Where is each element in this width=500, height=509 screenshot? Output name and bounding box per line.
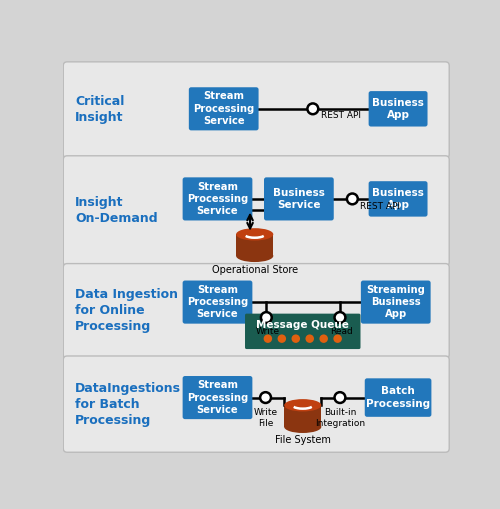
Circle shape [264, 334, 272, 343]
Circle shape [260, 392, 271, 403]
FancyBboxPatch shape [189, 87, 258, 130]
Text: Stream
Processing
Service: Stream Processing Service [187, 285, 248, 320]
FancyBboxPatch shape [64, 62, 449, 158]
Ellipse shape [236, 250, 274, 262]
Circle shape [306, 334, 314, 343]
FancyBboxPatch shape [264, 177, 334, 220]
FancyBboxPatch shape [64, 356, 449, 452]
Circle shape [320, 334, 328, 343]
Text: Business
App: Business App [372, 188, 424, 210]
Ellipse shape [284, 420, 322, 433]
Text: Streaming
Business
App: Streaming Business App [366, 285, 425, 320]
FancyBboxPatch shape [64, 156, 449, 266]
Circle shape [334, 392, 345, 403]
Text: Built-in
Integration: Built-in Integration [315, 408, 365, 428]
FancyBboxPatch shape [182, 376, 252, 419]
Circle shape [292, 334, 300, 343]
Ellipse shape [236, 228, 274, 240]
Text: Critical
Insight: Critical Insight [75, 96, 124, 125]
Bar [236, 234, 274, 256]
Text: Batch
Processing: Batch Processing [366, 386, 430, 409]
FancyBboxPatch shape [365, 378, 432, 417]
Text: Insight
On-Demand: Insight On-Demand [75, 196, 158, 225]
Text: DataIngestions
for Batch
Processing: DataIngestions for Batch Processing [75, 382, 181, 427]
Circle shape [334, 312, 345, 323]
Text: Business
App: Business App [372, 98, 424, 120]
Text: Operational Store: Operational Store [212, 265, 298, 275]
Text: File System: File System [275, 435, 330, 444]
Circle shape [308, 103, 318, 114]
Text: Write
File: Write File [254, 408, 278, 428]
Text: REST API: REST API [322, 111, 362, 120]
Text: REST API: REST API [360, 202, 400, 211]
Bar [284, 405, 322, 427]
FancyBboxPatch shape [64, 264, 449, 358]
Circle shape [261, 312, 272, 323]
FancyBboxPatch shape [182, 280, 252, 324]
Text: Stream
Processing
Service: Stream Processing Service [187, 380, 248, 415]
FancyBboxPatch shape [368, 181, 428, 217]
Circle shape [278, 334, 286, 343]
Circle shape [334, 334, 342, 343]
Circle shape [347, 193, 358, 204]
Text: Read: Read [330, 327, 353, 336]
FancyBboxPatch shape [361, 280, 430, 324]
FancyBboxPatch shape [245, 314, 360, 349]
Text: Business
Service: Business Service [273, 188, 325, 210]
Text: Stream
Processing
Service: Stream Processing Service [193, 92, 254, 126]
Ellipse shape [284, 399, 322, 411]
Text: Data Ingestion
for Online
Processing: Data Ingestion for Online Processing [75, 289, 178, 333]
Text: Message Queue: Message Queue [256, 320, 349, 330]
Text: Stream
Processing
Service: Stream Processing Service [187, 182, 248, 216]
FancyBboxPatch shape [368, 91, 428, 127]
FancyBboxPatch shape [182, 177, 252, 220]
Text: Write: Write [256, 327, 280, 336]
